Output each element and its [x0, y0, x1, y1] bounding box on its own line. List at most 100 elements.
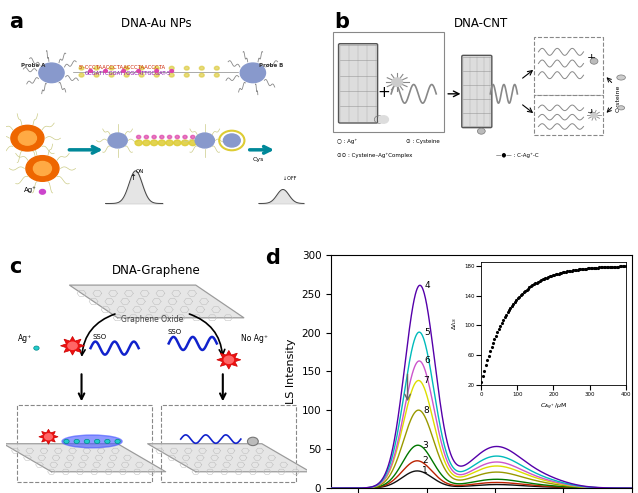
- Text: 1: 1: [422, 466, 427, 475]
- Text: +: +: [377, 85, 390, 100]
- Circle shape: [590, 58, 598, 64]
- Polygon shape: [147, 444, 310, 472]
- Circle shape: [241, 63, 265, 83]
- Circle shape: [74, 439, 79, 444]
- Circle shape: [26, 156, 59, 181]
- Text: Cysteine: Cysteine: [616, 85, 621, 112]
- Text: Probe B: Probe B: [259, 63, 283, 68]
- Text: Ag⁺: Ag⁺: [19, 334, 33, 343]
- Text: +: +: [586, 53, 596, 63]
- Text: DNA-Graphene: DNA-Graphene: [112, 264, 201, 277]
- Text: ↑: ↑: [129, 174, 136, 182]
- Circle shape: [195, 133, 214, 148]
- Circle shape: [248, 437, 258, 446]
- Circle shape: [109, 73, 114, 77]
- Circle shape: [155, 70, 158, 72]
- Ellipse shape: [618, 106, 625, 110]
- Text: Probe A: Probe A: [22, 63, 46, 68]
- Circle shape: [183, 136, 187, 139]
- FancyBboxPatch shape: [339, 44, 378, 123]
- Circle shape: [115, 439, 121, 444]
- Text: b: b: [334, 12, 349, 32]
- FancyBboxPatch shape: [332, 32, 444, 132]
- Text: c: c: [10, 257, 22, 277]
- Circle shape: [139, 67, 144, 70]
- Text: ⊙ : Cysteine: ⊙ : Cysteine: [406, 139, 440, 144]
- FancyBboxPatch shape: [17, 405, 152, 482]
- Text: 7: 7: [423, 376, 429, 385]
- Polygon shape: [3, 444, 166, 472]
- Circle shape: [170, 70, 174, 72]
- Circle shape: [167, 136, 172, 139]
- Text: DNA-Au NPs: DNA-Au NPs: [121, 17, 192, 30]
- Circle shape: [89, 70, 93, 72]
- Y-axis label: LS Intensity: LS Intensity: [286, 339, 296, 404]
- Text: Graphene Oxide: Graphene Oxide: [121, 316, 183, 324]
- Circle shape: [139, 73, 144, 77]
- Circle shape: [94, 73, 99, 77]
- Text: ⊙⊙ : Cysteine–Ag⁺Complex: ⊙⊙ : Cysteine–Ag⁺Complex: [337, 153, 412, 158]
- Circle shape: [184, 73, 189, 77]
- Circle shape: [166, 140, 173, 145]
- Circle shape: [154, 67, 159, 70]
- Text: 5'-CCCTAACCCTAACCCTAACCCTA: 5'-CCCTAACCCTAACCCTAACCCTA: [78, 65, 166, 70]
- Circle shape: [108, 133, 127, 148]
- Circle shape: [33, 162, 52, 176]
- Circle shape: [137, 136, 141, 139]
- Circle shape: [104, 70, 107, 72]
- Circle shape: [135, 140, 142, 145]
- Circle shape: [39, 63, 64, 83]
- Circle shape: [224, 356, 234, 363]
- Text: ○ : Ag⁺: ○ : Ag⁺: [337, 139, 357, 144]
- Circle shape: [144, 136, 149, 139]
- Text: —●— : C-Ag⁺-C: —●— : C-Ag⁺-C: [496, 153, 539, 158]
- Text: Cys: Cys: [253, 157, 264, 163]
- Circle shape: [199, 67, 204, 70]
- FancyBboxPatch shape: [534, 95, 603, 135]
- Text: Ag⁺: Ag⁺: [24, 186, 37, 193]
- Circle shape: [143, 140, 150, 145]
- Text: DNA-CNT: DNA-CNT: [454, 17, 508, 30]
- Text: 4: 4: [425, 281, 431, 290]
- Text: 6: 6: [424, 356, 430, 365]
- Circle shape: [189, 140, 197, 145]
- Circle shape: [160, 136, 164, 139]
- Circle shape: [591, 113, 597, 118]
- Circle shape: [214, 73, 219, 77]
- Polygon shape: [70, 285, 244, 318]
- Circle shape: [122, 70, 126, 72]
- Text: 3: 3: [422, 441, 428, 450]
- Text: 2: 2: [422, 457, 427, 465]
- Ellipse shape: [617, 75, 625, 80]
- Circle shape: [45, 434, 52, 440]
- Circle shape: [175, 136, 179, 139]
- Circle shape: [181, 140, 189, 145]
- Circle shape: [191, 136, 195, 139]
- Circle shape: [79, 73, 84, 77]
- Text: 5: 5: [424, 328, 430, 337]
- Circle shape: [154, 73, 159, 77]
- Text: a: a: [10, 12, 24, 32]
- Circle shape: [94, 439, 100, 444]
- FancyBboxPatch shape: [462, 55, 492, 128]
- Circle shape: [124, 73, 129, 77]
- Circle shape: [169, 73, 174, 77]
- Text: ON: ON: [136, 169, 144, 174]
- Circle shape: [392, 78, 403, 86]
- Circle shape: [152, 136, 156, 139]
- FancyBboxPatch shape: [161, 405, 297, 482]
- Circle shape: [151, 140, 158, 145]
- Text: ↓OFF: ↓OFF: [283, 176, 296, 181]
- Circle shape: [64, 439, 69, 444]
- Text: GCGATTCGGATTGGCATTGCGAT-5': GCGATTCGGATTGGCATTGCGAT-5': [84, 71, 172, 76]
- Text: 8: 8: [423, 406, 429, 415]
- FancyBboxPatch shape: [534, 36, 603, 95]
- Circle shape: [105, 439, 110, 444]
- Circle shape: [34, 346, 39, 350]
- Text: +: +: [586, 108, 596, 118]
- Text: SSO: SSO: [92, 334, 106, 340]
- Circle shape: [184, 67, 189, 70]
- Circle shape: [94, 67, 99, 70]
- Circle shape: [174, 140, 181, 145]
- Circle shape: [477, 128, 486, 134]
